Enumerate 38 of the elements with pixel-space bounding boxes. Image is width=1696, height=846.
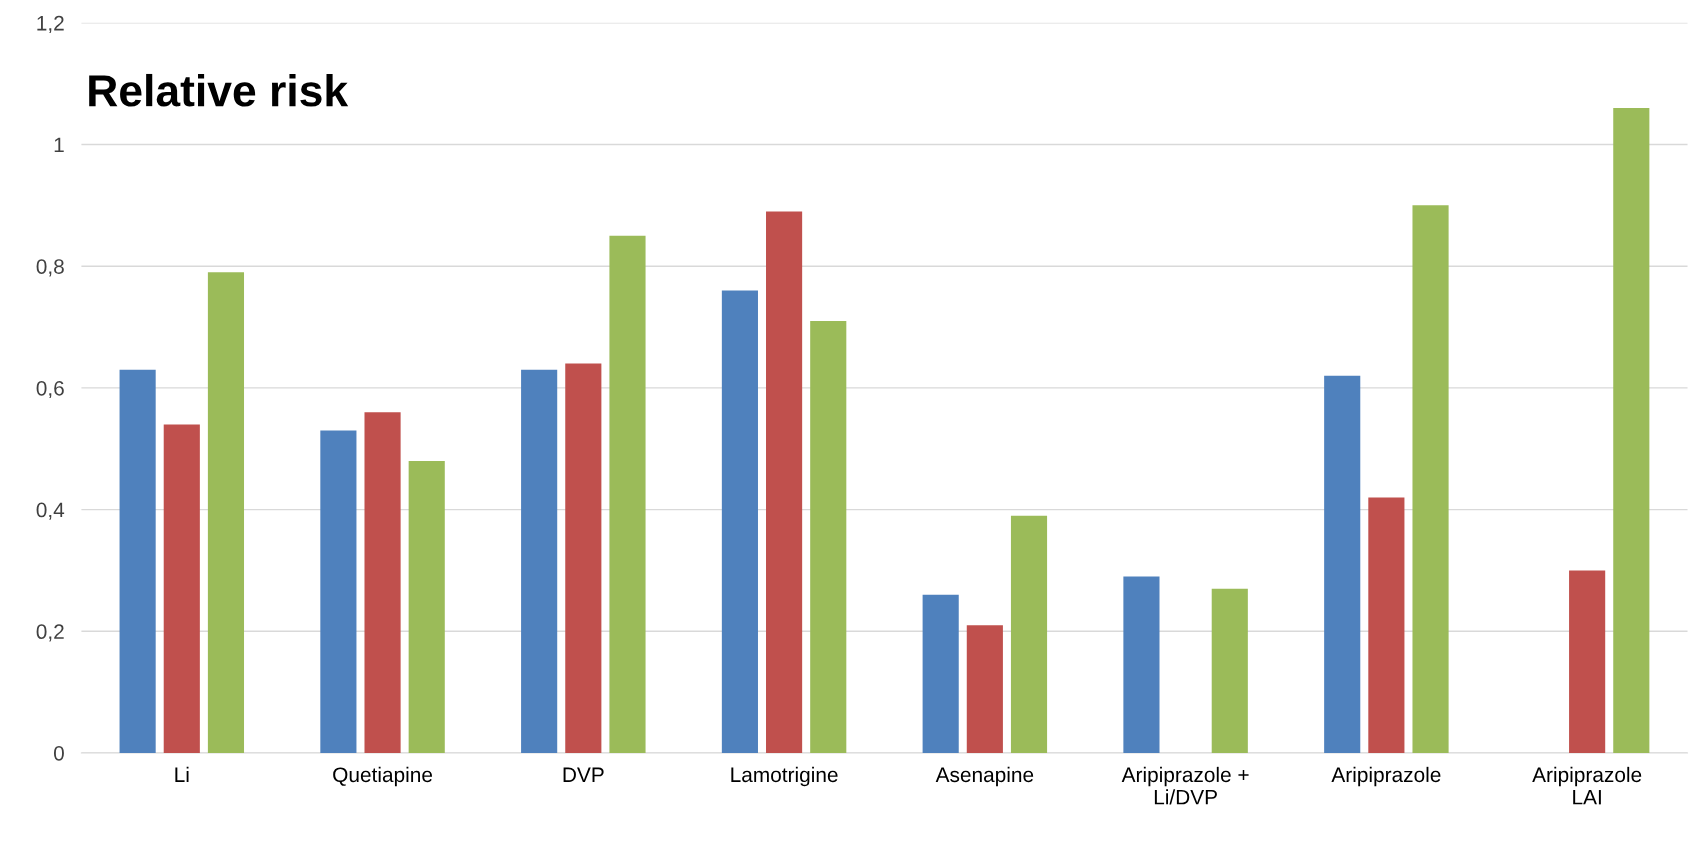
bar (364, 412, 401, 753)
y-tick-label: 0,6 (36, 380, 64, 399)
x-tick-label: Quetiapine (333, 766, 433, 787)
y-tick-label: 1,2 (37, 15, 64, 34)
bar (207, 272, 245, 753)
y-tick-label: 0,4 (36, 502, 65, 520)
bar (1123, 576, 1160, 753)
bar (521, 369, 558, 753)
bar (721, 290, 758, 753)
bar (119, 369, 156, 753)
x-tick-label: Aripiprazole + Li/DVP (1121, 766, 1249, 805)
bar (966, 625, 1003, 753)
bar (766, 211, 803, 753)
x-tick-label: Lamotrigine (731, 766, 838, 787)
bar (609, 235, 646, 753)
x-tick-label: Aripiprazole LAI (1532, 766, 1642, 805)
bar (408, 460, 445, 753)
bar (922, 594, 959, 753)
bar (163, 424, 200, 753)
bar (1569, 570, 1606, 753)
bar (565, 363, 602, 753)
x-tick-label: Asenapine (935, 766, 1034, 787)
y-tick-label: 0,8 (36, 259, 64, 277)
bar (810, 320, 847, 753)
x-tick-label: Li (175, 766, 189, 782)
bar (1412, 205, 1449, 753)
bar (320, 430, 357, 753)
bar (1324, 375, 1361, 753)
text: Relative risk (89, 73, 349, 107)
y-tick-label: 0 (53, 745, 64, 761)
y-tick-label: 0,2 (36, 624, 64, 642)
x-tick-label: Aripiprazole (1331, 766, 1441, 787)
bar (1368, 497, 1405, 753)
bar (1010, 515, 1048, 753)
bar (1613, 108, 1650, 753)
bar (1211, 588, 1248, 753)
x-tick-label: DVP (563, 767, 604, 782)
y-tick-label: 1 (54, 137, 64, 153)
